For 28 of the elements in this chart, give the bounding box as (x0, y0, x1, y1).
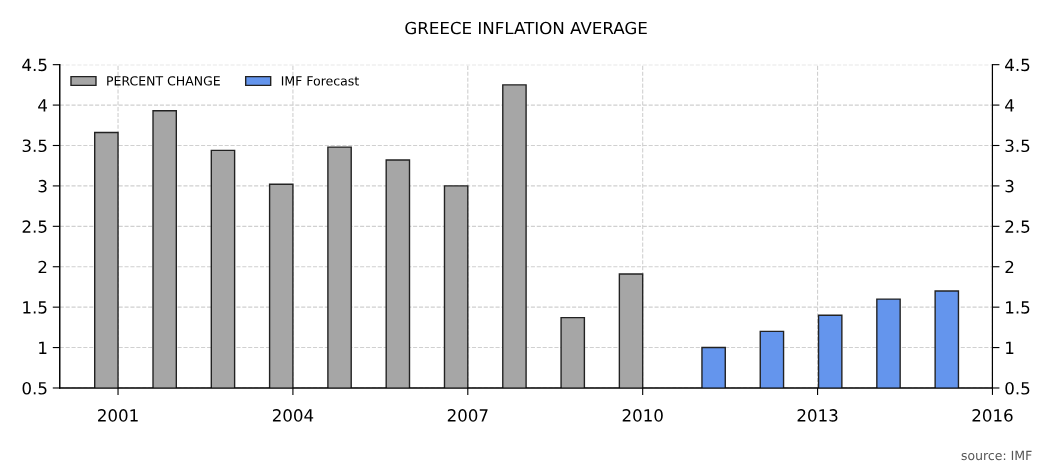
y2-tick-label: 0.5 (1005, 381, 1030, 395)
y-tick-label: 4.5 (22, 58, 47, 72)
y-tick-label: 2 (38, 260, 47, 274)
x-tick-label: 2010 (622, 409, 663, 422)
y2-tick-label: 4 (1005, 99, 1014, 112)
y-tick-label: 1 (39, 341, 47, 354)
y2-tick-label: 3 (1005, 179, 1014, 193)
y-tick-label: 4 (38, 99, 47, 112)
y2-tick-label: 1.5 (1006, 301, 1030, 314)
y-tick-label: 2.5 (22, 220, 47, 233)
source-note: source: IMF (961, 450, 1032, 461)
x-tick-label: 2013 (797, 409, 838, 422)
y2-tick-label: 3.5 (1005, 139, 1030, 153)
y2-tick-label: 1 (1006, 341, 1014, 354)
legend-label: PERCENT CHANGE (107, 76, 220, 86)
x-tick-label: 2001 (98, 409, 138, 422)
x-tick-label: 2004 (272, 409, 314, 422)
y2-tick-label: 2.5 (1005, 220, 1030, 233)
x-tick-label: 2007 (447, 409, 488, 422)
y-tick-label: 0.5 (22, 381, 47, 395)
y-tick-label: 1.5 (23, 301, 47, 314)
x-tick-label: 2016 (972, 409, 1013, 422)
y-tick-label: 3 (38, 179, 47, 193)
y2-tick-label: 2 (1005, 260, 1014, 274)
y2-tick-label: 4.5 (1005, 58, 1030, 72)
chart-title: GREECE INFLATION AVERAGE (405, 21, 647, 35)
y-tick-label: 3.5 (22, 139, 47, 153)
legend-label: IMF Forecast (281, 76, 359, 86)
